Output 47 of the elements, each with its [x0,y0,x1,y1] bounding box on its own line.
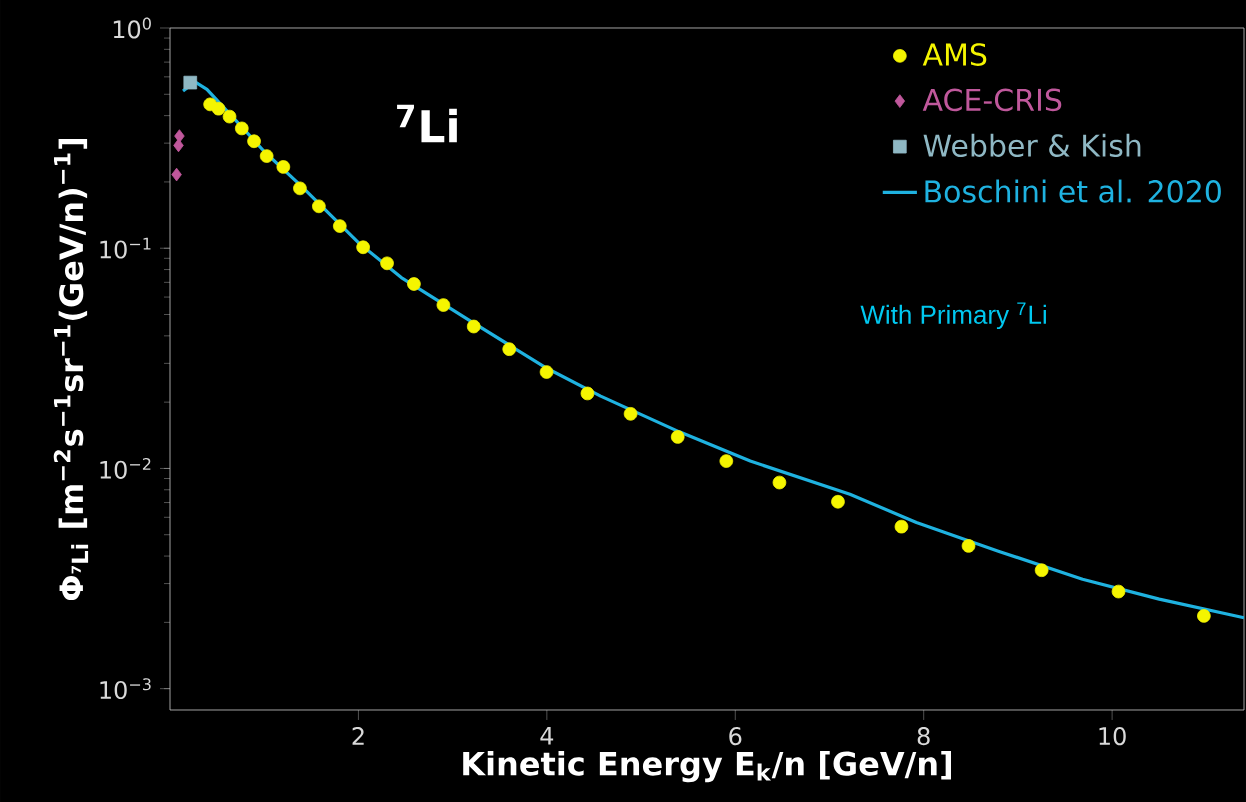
point [312,199,326,214]
point [436,298,451,312]
legend-label: AMS [922,43,987,66]
legend-label: ACE-CRIS [922,88,1062,112]
point [961,539,976,553]
point [580,386,595,401]
y-tick-label: 10$^{−1}$ [100,237,151,259]
point [719,454,734,468]
point [259,149,274,163]
point [539,365,554,379]
point [173,138,184,153]
y-tick-label: 10$^{0}$ [113,17,151,39]
point [1197,609,1211,623]
legend-label: Webber & Kish [923,133,1141,157]
x-tick-label: 8 [917,727,930,746]
x-tick-label: 4 [540,727,554,745]
y-tick-label: 10$^{−3}$ [100,678,151,700]
point [276,160,291,174]
point [1034,563,1049,578]
point [222,109,237,124]
point [235,121,249,136]
point [293,181,307,196]
annotation: With Primary $^{7}$Li [860,302,1046,330]
point [211,101,226,116]
annotation: $^{7}$Li [397,104,457,143]
point [772,475,787,490]
text: Φ$_{⁷Li}$ [m$^{−2}$s$^{−1}$sr$^{−1}$(GeV/n)$^{−1}$] [53,139,89,601]
x-tick-label: 2 [352,727,364,745]
point [670,430,685,444]
point [247,134,261,149]
point [831,494,845,509]
point [171,167,182,182]
y-tick-label: 10$^{−2}$ [100,457,151,479]
point [332,219,347,233]
point [183,75,198,90]
point [380,256,394,271]
x-tick-label: 10 [1099,727,1126,746]
point [466,319,481,334]
x-axis-title: Kinetic Energy E$_{k}$/n [GeV/n] [463,750,951,783]
point [894,519,909,534]
point [623,407,638,421]
point [1111,584,1126,599]
x-tick-label: 6 [729,727,742,746]
point [356,240,370,255]
legend-label: Boschini et al. 2020 [925,179,1221,203]
point [407,277,421,291]
point [502,342,517,356]
